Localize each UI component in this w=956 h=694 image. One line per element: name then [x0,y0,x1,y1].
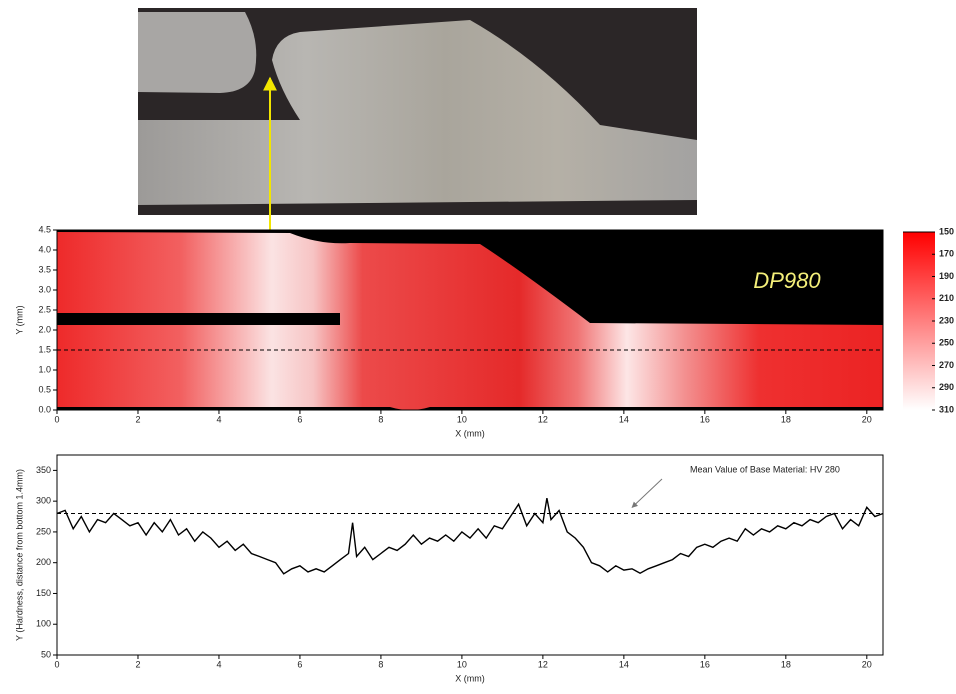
y-tick-label: 1.0 [38,364,51,374]
x-tick-label: 20 [862,414,872,424]
colorbar-label: 150 [939,226,954,236]
hardness-line [57,498,883,574]
x-tick-label: 6 [297,659,302,669]
x-tick-label: 18 [781,414,791,424]
x-tick-label: 14 [619,659,629,669]
y-tick-label: 3.5 [38,264,51,274]
y-tick-label: 4.5 [38,224,51,234]
colorbar-label: 170 [939,249,954,259]
y-tick-label: 250 [36,526,51,536]
y-tick-label: 3.0 [38,284,51,294]
x-tick-label: 12 [538,414,548,424]
x-tick-label: 20 [862,659,872,669]
colorbar [903,232,935,410]
y-tick-label: 150 [36,588,51,598]
x-axis-label: X (mm) [455,673,485,683]
x-tick-label: 4 [216,414,221,424]
colorbar-label: 230 [939,315,954,325]
x-tick-label: 6 [297,414,302,424]
x-tick-label: 2 [135,414,140,424]
x-tick-label: 8 [378,659,383,669]
colorbar-label: 250 [939,338,954,348]
y-tick-label: 50 [41,649,51,659]
x-tick-label: 0 [54,414,59,424]
colorbar-label: 310 [939,404,954,414]
y-axis-label: Y (mm) [14,305,24,334]
x-tick-label: 8 [378,414,383,424]
page: {"chart_data": [ {"type": "heatmap", "an… [0,0,956,694]
line-frame [57,455,883,655]
y-tick-label: 100 [36,619,51,629]
reference-label: Mean Value of Base Material: HV 280 [690,464,840,474]
hardness-map [57,230,883,410]
y-tick-label: 350 [36,465,51,475]
colorbar-label: 270 [939,360,954,370]
x-tick-label: 4 [216,659,221,669]
micrograph [138,8,697,215]
x-tick-label: 2 [135,659,140,669]
colorbar-label: 210 [939,293,954,303]
y-axis-label: Y (Hardness, distance from bottom 1.4mm) [14,469,24,641]
colorbar-label: 290 [939,382,954,392]
x-tick-label: 10 [457,659,467,669]
x-tick-label: 18 [781,659,791,669]
material-label: DP980 [753,268,821,293]
x-tick-label: 0 [54,659,59,669]
y-tick-label: 200 [36,557,51,567]
y-tick-label: 0.5 [38,384,51,394]
x-tick-label: 12 [538,659,548,669]
y-tick-label: 300 [36,496,51,506]
x-axis-label: X (mm) [455,428,485,438]
x-tick-label: 16 [700,414,710,424]
y-tick-label: 2.0 [38,324,51,334]
y-tick-label: 1.5 [38,344,51,354]
reference-arrow [632,479,662,507]
x-tick-label: 10 [457,414,467,424]
colorbar-label: 190 [939,271,954,281]
figure: 024681012141618200.00.51.01.52.02.53.03.… [0,0,956,694]
y-tick-label: 0.0 [38,404,51,414]
y-tick-label: 2.5 [38,304,51,314]
y-tick-label: 4.0 [38,244,51,254]
x-tick-label: 14 [619,414,629,424]
x-tick-label: 16 [700,659,710,669]
